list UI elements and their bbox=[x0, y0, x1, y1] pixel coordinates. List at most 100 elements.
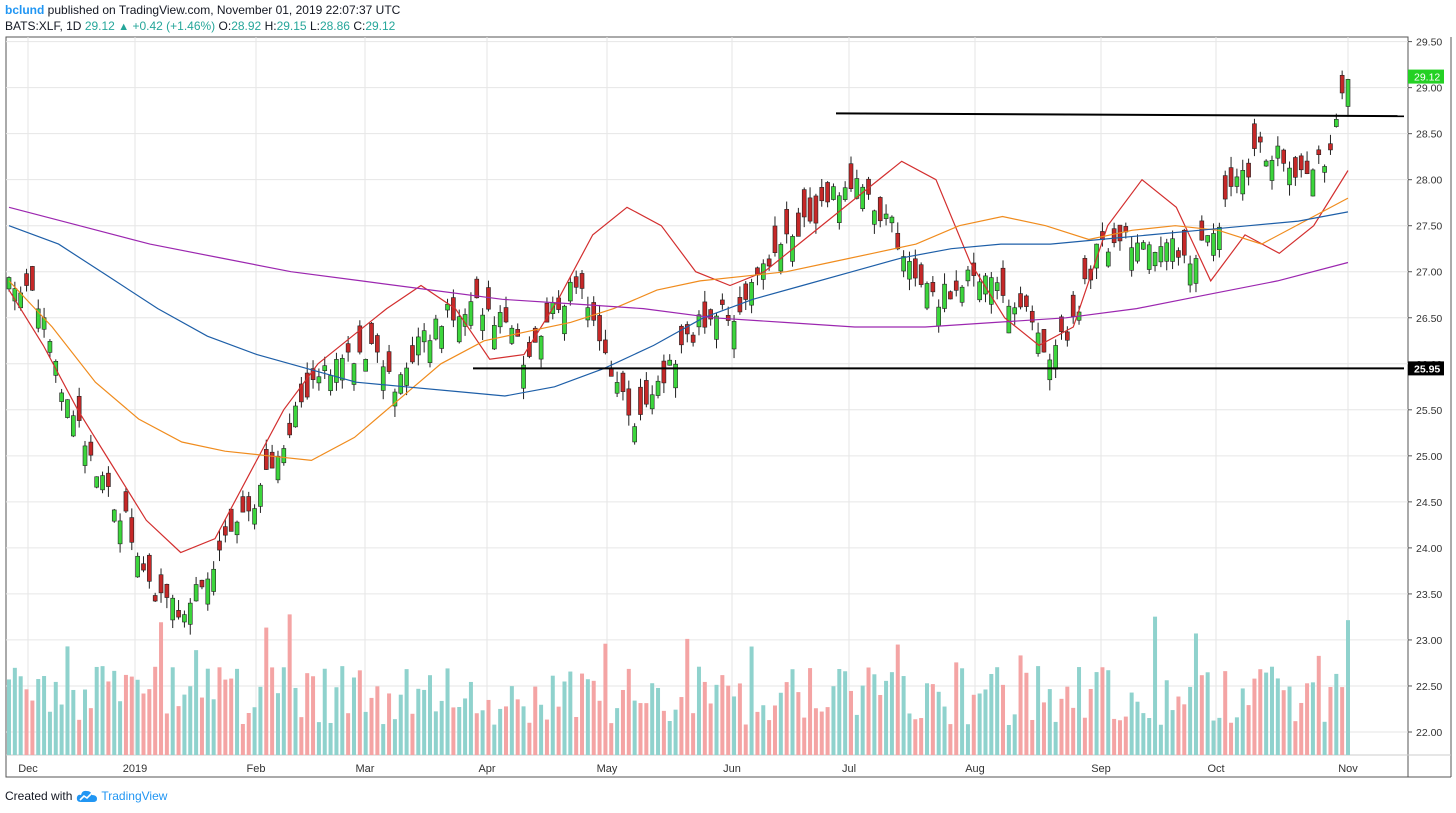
open-value: 28.92 bbox=[231, 19, 262, 33]
candle-body bbox=[474, 278, 480, 299]
volume-bar bbox=[1305, 683, 1310, 755]
author-link[interactable]: bclund bbox=[5, 3, 45, 17]
volume-bar bbox=[299, 717, 304, 755]
candle-body bbox=[1252, 123, 1257, 149]
candle-body bbox=[65, 399, 70, 418]
candle-body bbox=[59, 392, 64, 402]
candle-body bbox=[1322, 166, 1327, 173]
volume-bar bbox=[328, 722, 333, 755]
candle-body bbox=[1287, 167, 1292, 186]
candle-body bbox=[147, 554, 152, 582]
volume-bar bbox=[369, 697, 374, 755]
volume-bar bbox=[65, 646, 70, 755]
candle-body bbox=[94, 476, 100, 488]
volume-bar bbox=[287, 614, 292, 755]
candle-body bbox=[784, 209, 789, 235]
y-tick-label: 24.00 bbox=[1416, 543, 1442, 555]
volume-bar bbox=[439, 700, 444, 755]
volume-bar bbox=[30, 700, 35, 755]
volume-bar bbox=[919, 718, 924, 755]
candle-body bbox=[293, 405, 298, 428]
candle-body bbox=[129, 517, 135, 543]
volume-bar bbox=[1077, 667, 1082, 755]
candle-body bbox=[1240, 170, 1246, 195]
y-tick-label: 23.00 bbox=[1416, 635, 1442, 647]
volume-bar bbox=[895, 644, 900, 755]
x-tick-label: Jul bbox=[842, 763, 856, 775]
candle-body bbox=[1141, 242, 1146, 250]
volume-bar bbox=[305, 673, 310, 755]
candle-body bbox=[1018, 293, 1023, 308]
candle-body bbox=[1135, 242, 1140, 262]
candle-body bbox=[88, 441, 94, 456]
volume-bar bbox=[539, 704, 544, 755]
candle-body bbox=[141, 563, 146, 571]
candle-body bbox=[579, 273, 585, 289]
volume-bar bbox=[53, 681, 58, 755]
candle-body bbox=[111, 509, 117, 522]
volume-bar bbox=[808, 668, 813, 755]
candle-body bbox=[1176, 250, 1181, 258]
candle-body bbox=[1298, 155, 1304, 171]
low-value: 28.86 bbox=[319, 19, 350, 33]
y-tick-label: 27.50 bbox=[1416, 221, 1442, 233]
volume-bar bbox=[7, 679, 11, 755]
candle-body bbox=[603, 339, 608, 354]
candle-body bbox=[1059, 316, 1064, 333]
candle-body bbox=[620, 372, 626, 392]
open-label: O: bbox=[218, 19, 232, 33]
y-tick-label: 23.50 bbox=[1416, 589, 1442, 601]
volume-bar bbox=[47, 711, 52, 755]
candle-body bbox=[439, 326, 444, 349]
volume-bar bbox=[667, 720, 672, 755]
volume-bar bbox=[936, 691, 941, 755]
y-tick-label: 28.50 bbox=[1416, 129, 1442, 141]
volume-bar bbox=[556, 706, 561, 755]
x-tick-label: Nov bbox=[1338, 763, 1358, 775]
volume-bar bbox=[457, 707, 462, 755]
candle-body bbox=[492, 325, 497, 350]
candle-body bbox=[877, 197, 883, 222]
volume-bar bbox=[866, 667, 871, 755]
volume-bar bbox=[252, 707, 257, 755]
volume-bar bbox=[474, 713, 479, 755]
volume-bar bbox=[1001, 684, 1006, 755]
volume-bar bbox=[357, 670, 362, 755]
candle-body bbox=[1181, 229, 1187, 256]
candle-body bbox=[1310, 169, 1316, 197]
candle-body bbox=[854, 178, 860, 199]
volume-bar bbox=[427, 675, 432, 755]
volume-bar bbox=[1193, 633, 1198, 755]
candle-body bbox=[544, 302, 550, 323]
candle-body bbox=[626, 388, 632, 416]
volume-bar bbox=[907, 713, 912, 755]
volume-bar bbox=[767, 720, 772, 755]
volume-bar bbox=[615, 708, 620, 755]
volume-bar bbox=[626, 668, 631, 755]
volume-bar bbox=[691, 713, 696, 755]
volume-bar bbox=[650, 683, 655, 755]
candle-body bbox=[263, 449, 269, 470]
volume-bar bbox=[1065, 686, 1070, 755]
candle-body bbox=[1339, 74, 1345, 94]
volume-bar bbox=[1117, 720, 1122, 755]
last-price-label: 29.12 bbox=[1414, 72, 1440, 84]
candle-body bbox=[176, 610, 181, 618]
volume-bar bbox=[1158, 724, 1163, 755]
tradingview-brand[interactable]: TradingView bbox=[101, 789, 168, 803]
candle-body bbox=[801, 189, 807, 218]
volume-bar bbox=[726, 685, 731, 755]
candle-body bbox=[673, 363, 678, 389]
candle-body bbox=[12, 288, 18, 302]
volume-bar bbox=[346, 713, 351, 755]
candle-body bbox=[410, 345, 415, 363]
candle-body bbox=[234, 521, 240, 536]
volume-bar bbox=[965, 724, 970, 755]
candle-body bbox=[965, 269, 971, 282]
y-tick-label: 24.50 bbox=[1416, 497, 1442, 509]
volume-bar bbox=[1135, 701, 1140, 755]
volume-bar bbox=[1310, 682, 1315, 755]
volume-bar bbox=[1234, 717, 1239, 755]
candle-body bbox=[667, 359, 673, 366]
